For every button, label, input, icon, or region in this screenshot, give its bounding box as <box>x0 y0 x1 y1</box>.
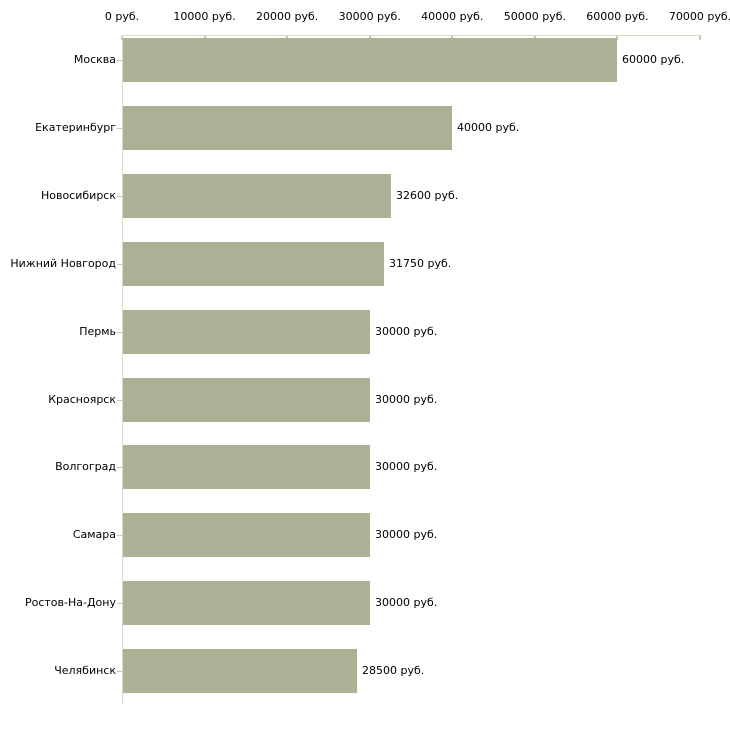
x-axis-tick-mark <box>616 36 619 40</box>
bar <box>123 445 370 490</box>
x-axis-tick-label: 30000 руб. <box>338 10 401 23</box>
bar-value-label: 60000 руб. <box>622 53 685 66</box>
bar <box>123 581 370 626</box>
bar <box>123 105 452 150</box>
category-label: Волгоград <box>55 460 116 474</box>
category-label: Екатеринбург <box>35 120 116 134</box>
x-axis-tick-label: 50000 руб. <box>503 10 566 23</box>
category-label: Красноярск <box>48 392 116 406</box>
x-axis-tick-mark <box>699 36 701 40</box>
y-axis-tick-mark <box>117 535 122 536</box>
category-label: Нижний Новгород <box>10 256 116 270</box>
bar <box>123 377 370 422</box>
bar-value-label: 30000 руб. <box>375 324 438 338</box>
x-axis-tick-mark <box>121 36 123 40</box>
x-axis-tick-label: 0 руб. <box>104 10 140 23</box>
y-axis-tick-mark <box>117 603 122 604</box>
bar-value-label: 30000 руб. <box>375 392 438 406</box>
y-axis-line <box>122 35 123 703</box>
bar <box>123 309 370 354</box>
y-axis-tick-mark <box>117 60 122 61</box>
x-axis-tick-label: 70000 руб. <box>668 10 730 23</box>
x-axis-tick-label: 40000 руб. <box>421 10 484 23</box>
bar-value-label: 30000 руб. <box>375 528 438 542</box>
x-axis-tick-label: 60000 руб. <box>586 10 649 23</box>
bar-value-label: 32600 руб. <box>396 188 459 202</box>
category-label: Ростов-На-Дону <box>24 596 116 610</box>
bar-value-label: 30000 руб. <box>375 460 438 474</box>
x-axis-line <box>122 35 702 36</box>
y-axis-tick-mark <box>117 196 122 197</box>
bar-value-label: 30000 руб. <box>375 596 438 610</box>
bar <box>123 173 391 218</box>
bar <box>123 513 370 558</box>
category-label: Самара <box>72 528 116 542</box>
y-axis-tick-mark <box>117 671 122 672</box>
bar <box>123 241 384 286</box>
category-label: Пермь <box>79 324 116 338</box>
bar <box>123 38 617 82</box>
y-axis-tick-mark <box>117 264 122 265</box>
category-label: Москва <box>73 53 116 66</box>
bar-value-label: 31750 руб. <box>389 256 452 270</box>
y-axis-tick-mark <box>117 332 122 333</box>
bar-value-label: 40000 руб. <box>457 120 520 134</box>
y-axis-tick-mark <box>117 467 122 468</box>
x-axis-tick-label: 20000 руб. <box>256 10 319 23</box>
y-axis-tick-mark <box>117 128 122 129</box>
x-axis-tick-label: 10000 руб. <box>173 10 236 23</box>
bar <box>123 649 357 694</box>
bar-value-label: 28500 руб. <box>362 664 425 678</box>
category-label: Новосибирск <box>40 188 116 202</box>
category-label: Челябинск <box>54 664 116 678</box>
y-axis-tick-mark <box>117 400 122 401</box>
